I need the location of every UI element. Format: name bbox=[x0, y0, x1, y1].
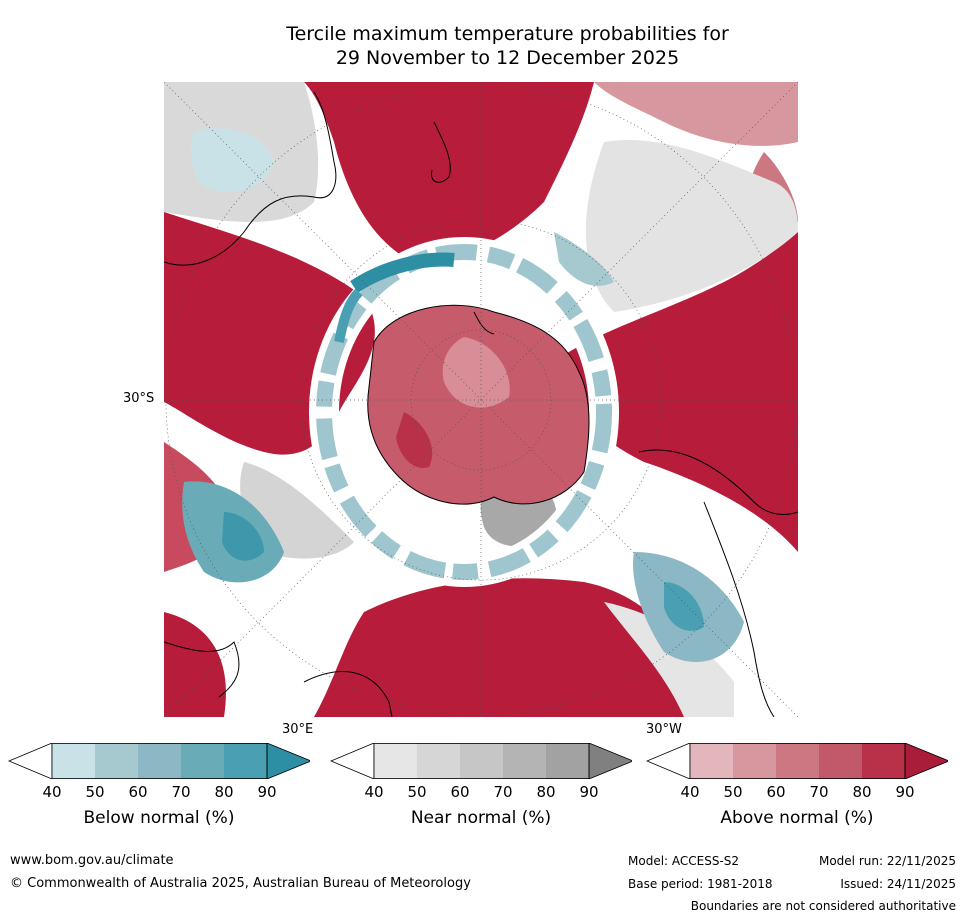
below-normal-tick-70: 70 bbox=[171, 783, 191, 801]
colorbar-below-normal bbox=[8, 743, 310, 779]
south-america-coast bbox=[638, 449, 798, 515]
south-america-east-coast bbox=[703, 501, 775, 717]
antarctic-ring bbox=[309, 237, 619, 587]
below-normal-tick-90: 90 bbox=[257, 783, 277, 801]
new-zealand-coast bbox=[430, 121, 451, 183]
above-normal-swatch-80 bbox=[862, 743, 905, 779]
below-normal-swatch-80 bbox=[224, 743, 267, 779]
below-normal-tick-40: 40 bbox=[42, 783, 62, 801]
footer-base-period: Base period: 1981-2018 bbox=[628, 877, 773, 891]
australia-coast bbox=[164, 91, 337, 266]
near-normal-tick-90: 90 bbox=[579, 783, 599, 801]
colorbar-above-normal bbox=[646, 743, 948, 779]
below-normal-extend-low bbox=[8, 743, 53, 779]
footer-disclaimer: Boundaries are not considered authoritat… bbox=[690, 899, 956, 913]
below-normal-extend-high bbox=[266, 743, 310, 779]
below-normal-swatch-50 bbox=[95, 743, 138, 779]
africa-coast bbox=[164, 641, 240, 698]
near-normal-extend-high bbox=[588, 743, 632, 779]
map-title: Tercile maximum temperature probabilitie… bbox=[0, 22, 965, 70]
near-normal-extend-low bbox=[330, 743, 375, 779]
below-normal-tick-60: 60 bbox=[128, 783, 148, 801]
above-normal-tick-70: 70 bbox=[809, 783, 829, 801]
above-normal-tick-60: 60 bbox=[766, 783, 786, 801]
title-line-1: Tercile maximum temperature probabilitie… bbox=[286, 23, 729, 45]
colorbar-near-normal bbox=[330, 743, 632, 779]
above-normal-swatch-40 bbox=[690, 743, 733, 779]
footer-copyright: © Commonwealth of Australia 2025, Austra… bbox=[10, 876, 471, 891]
below-normal-swatch-70 bbox=[181, 743, 224, 779]
above-normal-swatch-70 bbox=[819, 743, 862, 779]
above-normal-extend-low bbox=[646, 743, 691, 779]
graticule bbox=[164, 82, 798, 717]
footer-url[interactable]: www.bom.gov.au/climate bbox=[10, 853, 174, 868]
lon-label-30w: 30°W bbox=[646, 722, 682, 737]
below-normal-swatch-60 bbox=[138, 743, 181, 779]
below-normal-tick-50: 50 bbox=[85, 783, 105, 801]
above-normal-tick-80: 80 bbox=[852, 783, 872, 801]
lon-label-30e: 30°E bbox=[282, 722, 314, 737]
below-normal-swatch-40 bbox=[52, 743, 95, 779]
near-normal-swatch-80 bbox=[546, 743, 589, 779]
antarctica bbox=[367, 304, 590, 505]
footer-issued: Issued: 24/11/2025 bbox=[840, 877, 956, 891]
near-normal-tick-70: 70 bbox=[493, 783, 513, 801]
above-normal-frame bbox=[689, 743, 906, 779]
legend-title-above-normal: Above normal (%) bbox=[720, 808, 874, 828]
near-normal-tick-50: 50 bbox=[407, 783, 427, 801]
below-normal-tick-80: 80 bbox=[214, 783, 234, 801]
coastlines bbox=[164, 91, 798, 717]
probability-map bbox=[164, 82, 798, 717]
above-normal-tick-50: 50 bbox=[723, 783, 743, 801]
near-normal-swatch-60 bbox=[460, 743, 503, 779]
above-normal-tick-40: 40 bbox=[680, 783, 700, 801]
footer-model: Model: ACCESS-S2 bbox=[628, 854, 740, 868]
above-normal-swatch-50 bbox=[733, 743, 776, 779]
near-normal-swatch-40 bbox=[374, 743, 417, 779]
footer-model-run: Model run: 22/11/2025 bbox=[818, 854, 956, 868]
near-normal-swatch-70 bbox=[503, 743, 546, 779]
title-line-2: 29 November to 12 December 2025 bbox=[335, 47, 680, 69]
near-normal-tick-60: 60 bbox=[450, 783, 470, 801]
above-normal-tick-90: 90 bbox=[895, 783, 915, 801]
legend-title-below-normal: Below normal (%) bbox=[83, 808, 235, 828]
near-normal-frame bbox=[373, 743, 590, 779]
below-normal-frame bbox=[51, 743, 268, 779]
legend-title-near-normal: Near normal (%) bbox=[410, 808, 552, 828]
southern-africa-coast bbox=[303, 671, 393, 717]
near-normal-tick-80: 80 bbox=[536, 783, 556, 801]
near-normal-tick-40: 40 bbox=[364, 783, 384, 801]
near-normal-swatch-50 bbox=[417, 743, 460, 779]
lat-label-30s: 30°S bbox=[123, 391, 155, 406]
above-normal-extend-high bbox=[904, 743, 948, 779]
above-normal-swatch-60 bbox=[776, 743, 819, 779]
